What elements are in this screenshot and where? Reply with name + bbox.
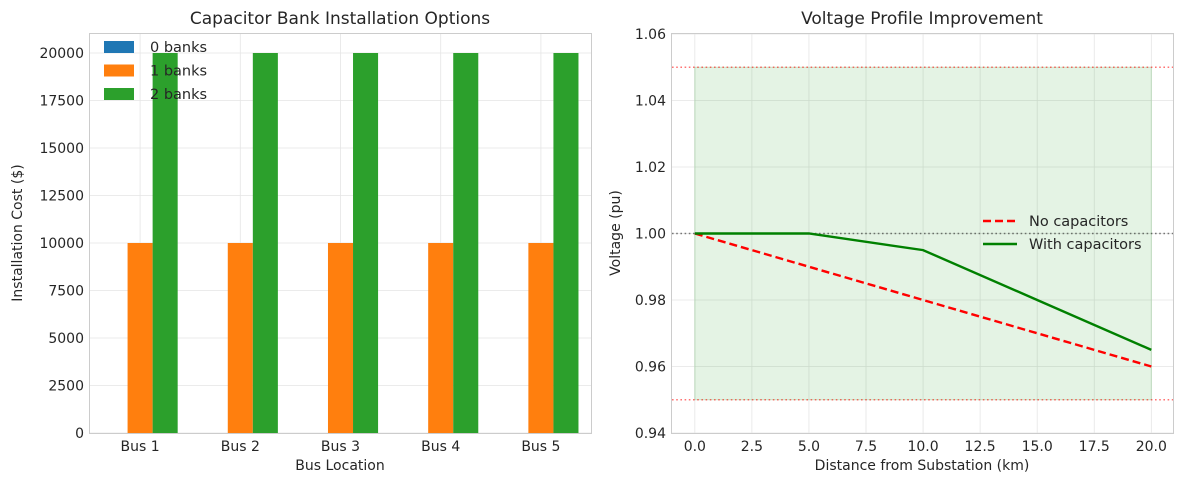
line-y-tick-label: 0.94 — [635, 426, 666, 442]
line-chart: Voltage Profile Improvement 0.0 2.5 5.0 7.5… — [608, 9, 1174, 474]
line-y-tick-label: 0.96 — [635, 360, 666, 376]
bar-y-tick-label: 7500 — [48, 284, 84, 300]
bar-y-tick-label: 15000 — [39, 141, 84, 157]
bar-chart: Capacitor Bank Installation Options Bus … — [10, 9, 592, 474]
line-x-tick-label: 12.5 — [965, 439, 996, 455]
bar-y-tick-label: 2500 — [48, 379, 84, 395]
bar-2-banks-bus-3 — [353, 53, 379, 433]
bar-1-banks-bus-2 — [227, 243, 253, 433]
line-chart-ylabel: Voltage (pu) — [608, 190, 624, 276]
legend-label-with-capacitors: With capacitors — [1029, 237, 1142, 253]
line-x-tick-label: 17.5 — [1079, 439, 1110, 455]
bar-2-banks-bus-2 — [252, 53, 278, 433]
line-y-tick-label: 1.02 — [635, 160, 666, 176]
line-y-tick-label: 1.06 — [635, 27, 666, 43]
bar-2-banks-bus-4 — [453, 53, 479, 433]
bar-1-banks-bus-5 — [528, 243, 554, 433]
bar-chart-plot-area — [89, 33, 592, 434]
bar-x-tick-label: Bus 4 — [421, 439, 460, 455]
bar-1-banks-bus-4 — [428, 243, 454, 433]
bar-x-tick-label: Bus 5 — [521, 439, 560, 455]
line-chart-legend: No capacitors With capacitors — [983, 214, 1142, 253]
bar-y-tick-label: 5000 — [48, 331, 84, 347]
bar-chart-ylabel: Installation Cost ($) — [10, 164, 26, 301]
line-y-tick-label: 0.98 — [635, 293, 666, 309]
line-x-tick-label: 10.0 — [907, 439, 938, 455]
line-x-tick-label: 20.0 — [1136, 439, 1167, 455]
bar-x-tick-label: Bus 1 — [121, 439, 160, 455]
bar-x-tick-label: Bus 3 — [321, 439, 360, 455]
bar-chart-title: Capacitor Bank Installation Options — [190, 9, 490, 29]
line-x-tick-label: 0.0 — [684, 439, 706, 455]
bar-y-tick-label: 17500 — [39, 94, 84, 110]
bar-1-banks-bus-3 — [327, 243, 354, 433]
line-chart-plot-area — [671, 33, 1174, 434]
bar-chart-legend: 0 banks 1 banks 2 banks — [104, 40, 207, 103]
legend-swatch-1-banks — [104, 64, 134, 77]
bar-y-tick-label: 12500 — [39, 189, 84, 205]
line-chart-xlabel: Distance from Substation (km) — [815, 458, 1030, 474]
bar-y-tick-label: 20000 — [39, 46, 84, 62]
line-x-tick-label: 2.5 — [741, 439, 763, 455]
legend-swatch-2-banks — [104, 88, 134, 100]
series-line-with-capacitors — [694, 232, 1152, 351]
bar-y-tick-label: 0 — [75, 426, 84, 442]
bar-2-banks-bus-5 — [553, 53, 579, 433]
line-y-tick-label: 1.04 — [635, 94, 666, 110]
line-x-tick-label: 15.0 — [1022, 439, 1053, 455]
legend-label-2-banks: 2 banks — [150, 87, 207, 103]
legend-swatch-0-banks — [104, 41, 134, 53]
bar-y-tick-label: 10000 — [39, 236, 84, 252]
line-y-tick-label: 1.00 — [635, 227, 666, 243]
bar-x-tick-label: Bus 2 — [221, 439, 260, 455]
legend-label-1-banks: 1 banks — [150, 64, 207, 80]
line-x-tick-label: 7.5 — [855, 439, 877, 455]
series-line-no-capacitors — [694, 232, 1152, 368]
legend-label-no-capacitors: No capacitors — [1029, 214, 1128, 230]
line-chart-title: Voltage Profile Improvement — [801, 9, 1043, 29]
line-x-tick-label: 5.0 — [798, 439, 820, 455]
bar-2-banks-bus-1 — [152, 53, 178, 433]
legend-label-0-banks: 0 banks — [150, 40, 207, 56]
bar-1-banks-bus-1 — [127, 243, 153, 433]
bar-chart-xlabel: Bus Location — [295, 458, 384, 474]
